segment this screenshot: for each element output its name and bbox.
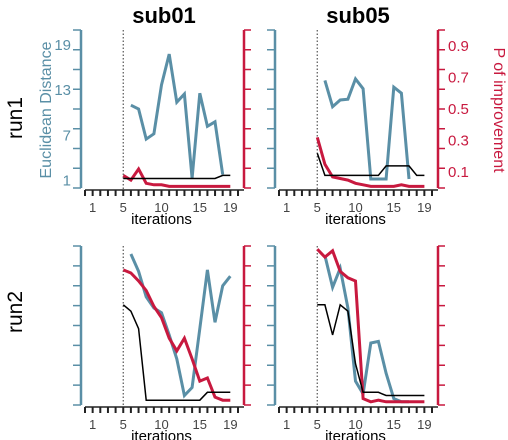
x-tick-label: 10 (154, 417, 168, 432)
series-line-3 (123, 174, 231, 180)
series-line-3 (317, 303, 425, 397)
series-line-1 (129, 253, 232, 399)
x-axis-label: iterations (325, 428, 386, 440)
x-tick-label: 15 (193, 200, 207, 215)
x-tick-label: 1 (89, 200, 96, 215)
y-tick-label-right: 0.9 (448, 38, 469, 55)
x-tick-label: 10 (154, 200, 168, 215)
y-tick-label-left: 13 (54, 82, 71, 99)
column-title-1: sub01 (132, 3, 196, 28)
column-title-2: sub05 (326, 3, 390, 28)
y-tick-label-left: 7 (63, 127, 71, 144)
series-line-2 (122, 166, 231, 188)
x-tick-label: 1 (283, 200, 290, 215)
x-tick-label: 15 (387, 200, 401, 215)
y-tick-label-right: 0.5 (448, 101, 469, 118)
x-tick-label: 19 (223, 417, 237, 432)
x-tick-label: 5 (120, 200, 127, 215)
x-tick-label: 10 (348, 200, 362, 215)
x-tick-label: 5 (314, 200, 321, 215)
series-line-1 (130, 53, 225, 179)
y-tick-label-right: 0.3 (448, 133, 469, 150)
series-line-3 (122, 304, 231, 401)
x-tick-label: 19 (223, 200, 237, 215)
x-tick-label: 19 (417, 417, 431, 432)
y-axis-label-right: P of improvement (490, 47, 507, 173)
x-tick-label: 5 (120, 417, 127, 432)
y-axis-label-left: Euclidean Distance (38, 41, 55, 178)
x-tick-label: 15 (387, 417, 401, 432)
row-title-1: run1 (4, 97, 27, 139)
series-line-2 (122, 268, 231, 402)
series-line-1 (323, 75, 411, 181)
x-tick-label: 5 (314, 417, 321, 432)
y-tick-label-left: 1 (63, 172, 71, 189)
x-tick-label: 1 (283, 417, 290, 432)
series-line-2 (316, 248, 425, 404)
x-tick-label: 15 (193, 417, 207, 432)
row-title-2: run2 (4, 291, 27, 333)
x-tick-label: 1 (89, 417, 96, 432)
x-axis-label: iterations (131, 211, 192, 228)
series-line-1 (323, 255, 409, 404)
y-tick-label-left: 19 (54, 37, 71, 54)
series-line-2 (315, 136, 425, 188)
series-line-3 (316, 152, 425, 177)
x-axis-label: iterations (325, 211, 386, 228)
x-tick-label: 19 (417, 200, 431, 215)
x-tick-label: 10 (348, 417, 362, 432)
y-tick-label-right: 0.7 (448, 69, 469, 86)
y-tick-label-right: 0.1 (448, 164, 469, 181)
x-axis-label: iterations (131, 428, 192, 440)
